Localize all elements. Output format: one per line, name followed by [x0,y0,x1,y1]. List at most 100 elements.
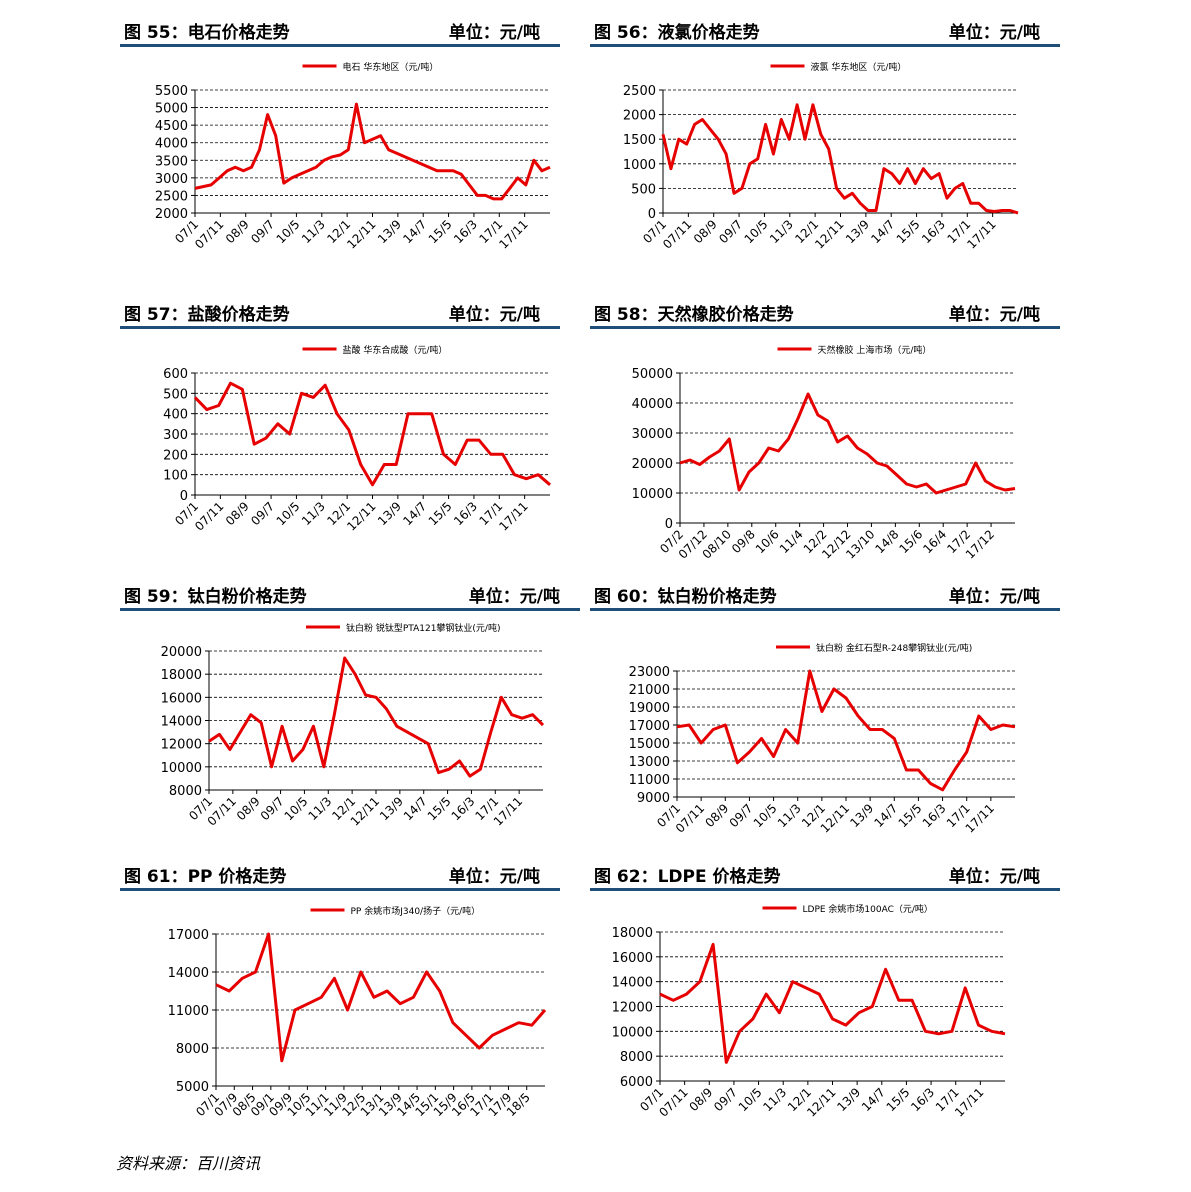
y-tick-label: 11000 [168,1004,209,1019]
chart-panel-ldpe: 图 62：LDPE 价格走势 单位：元/吨 LDPE 余姚市场100AC（元/吨… [590,852,1191,1142]
x-tick-label: 10/5 [274,499,303,528]
y-tick-label: 4000 [155,137,188,152]
series-line [679,392,1016,495]
x-tick-label: 16/3 [451,499,480,528]
x-tick-label: 11/3 [760,1085,789,1114]
x-tick-label: 13/9 [834,1085,863,1114]
figure-header: 图 56：液氯价格走势 单位：元/吨 [590,14,1060,47]
x-tick-label: 13/9 [847,801,876,830]
figure-title: 图 56：液氯价格走势 [594,23,760,43]
y-tick-label: 5000 [176,1080,209,1095]
x-tick-label: 15/5 [884,1085,913,1114]
y-tick-label: 100 [163,469,188,484]
line-chart: 钛白粉 锐钛型PTA121攀钢钛业(元/吨) 8000 10000 12000 1400… [161,622,545,829]
x-tick-label: 16/3 [908,1085,937,1114]
x-tick-label: 07/11 [192,499,226,533]
x-tick-label: 09/7 [727,801,756,830]
x-tick-label: 08/9 [234,794,263,823]
x-tick-label: 13/9 [377,794,406,823]
x-tick-label: 14/7 [859,1085,888,1114]
x-tick-label: 16/4 [920,527,949,556]
y-tick-label: 20000 [161,645,202,660]
x-tick-label: 16/3 [451,217,480,246]
y-tick-label: 4500 [155,119,188,134]
y-tick-label: 0 [665,517,673,532]
y-tick-label: 30000 [632,427,673,442]
y-tick-label: 11000 [629,773,670,788]
y-tick-label: 1000 [623,158,656,173]
y-tick-label: 1500 [623,133,656,148]
legend-label: 盐酸 华东合成酸（元/吨） [343,344,448,356]
y-tick-label: 21000 [629,683,670,698]
y-tick-label: 0 [648,207,656,222]
y-tick-label: 600 [163,367,188,382]
legend-label: 钛白粉 锐钛型PTA121攀钢钛业(元/吨) [346,622,500,634]
chart-panel-liquid-chlorine: 图 56：液氯价格走势 单位：元/吨 液氯 华东地区（元/吨） 0 500 1000 1… [590,0,1191,290]
y-tick-label: 17000 [629,719,670,734]
y-tick-label: 5500 [155,84,188,99]
y-tick-label: 400 [163,408,188,423]
figure-title: 图 57：盐酸价格走势 [124,305,290,325]
line-chart: 液氯 华东地区（元/吨）0500100015002000250007/107/1… [623,61,1019,252]
figure-title: 图 61：PP 价格走势 [124,867,287,887]
series-line [208,656,545,778]
x-tick-label: 14/8 [873,527,902,556]
y-tick-label: 18000 [612,926,653,941]
unit-label: 单位：元/吨 [948,587,1040,607]
chart-panel-natural-rubber: 图 58：天然橡胶价格走势 单位：元/吨 天然橡胶 上海市场（元/吨） 0 1000… [590,290,1191,580]
y-tick-label: 17000 [168,928,209,943]
figure-header: 图 58：天然橡胶价格走势 单位：元/吨 [590,296,1060,329]
unit-label: 单位：元/吨 [468,587,560,607]
series-line [659,942,1006,1064]
x-tick-label: 09/7 [248,217,277,246]
x-tick-label: 09/7 [716,217,745,246]
y-tick-label: 2000 [155,207,188,222]
y-tick-label: 9000 [637,791,670,806]
y-tick-label: 10000 [161,761,202,776]
y-tick-label: 2500 [623,84,656,99]
y-tick-label: 500 [163,387,188,402]
x-tick-label: 15/6 [896,527,925,556]
y-tick-label: 10000 [632,487,673,502]
legend-label: 电石 华东地区（元/吨） [343,61,439,73]
unit-label: 单位：元/吨 [448,305,540,325]
x-tick-label: 12/11 [804,1085,838,1119]
chart-panel-titanium-dioxide-rutile: 图 60：钛白粉价格走势 单位：元/吨 钛白粉 金红石型R-248攀钢钛业(元/… [590,572,1191,862]
chart-panel-hydrochloric-acid: 图 57：盐酸价格走势 单位：元/吨 盐酸 华东合成酸（元/吨） 0 100 200 3… [0,290,590,580]
y-tick-label: 23000 [629,665,670,680]
legend-label: 天然橡胶 上海市场（元/吨） [818,344,932,356]
x-tick-label: 11/3 [305,794,334,823]
legend-label: 钛白粉 金红石型R-248攀钢钛业(元/吨) [816,642,972,654]
unit-label: 单位：元/吨 [948,867,1040,887]
figure-header: 图 59：钛白粉价格走势 单位：元/吨 [120,578,580,611]
x-tick-label: 07/11 [656,1085,690,1119]
figure-header: 图 57：盐酸价格走势 单位：元/吨 [120,296,560,329]
line-chart: LDPE 余姚市场100AC（元/吨） 6000 8000 10000 12000 140… [612,903,1006,1120]
x-tick-label: 10/5 [736,1085,765,1114]
y-tick-label: 2000 [623,109,656,124]
x-tick-label: 08/9 [223,217,252,246]
x-tick-label: 17/11 [496,499,530,533]
series-line [193,381,551,487]
x-tick-label: 14/7 [400,499,429,528]
x-tick-label: 17/11 [964,217,998,251]
y-tick-label: 16000 [161,691,202,706]
y-tick-label: 6000 [620,1075,653,1090]
y-tick-label: 10000 [612,1025,653,1040]
y-tick-label: 200 [163,448,188,463]
source-note: 资料来源：百川资讯 [116,1154,261,1173]
chart-panel-titanium-dioxide-anatase: 图 59：钛白粉价格走势 单位：元/吨 钛白粉 锐钛型PTA121攀钢钛业(元/… [0,572,590,862]
x-tick-label: 07/11 [192,217,226,251]
x-tick-label: 15/5 [426,499,455,528]
y-tick-label: 18000 [161,668,202,683]
x-tick-label: 14/7 [400,217,429,246]
y-tick-label: 300 [163,428,188,443]
x-tick-label: 12/11 [344,217,378,251]
x-tick-label: 17/11 [496,217,530,251]
x-tick-label: 10/5 [282,794,311,823]
x-tick-label: 10/5 [742,217,771,246]
x-tick-label: 08/9 [691,217,720,246]
y-tick-label: 16000 [612,951,653,966]
figure-header: 图 60：钛白粉价格走势 单位：元/吨 [590,578,1060,611]
y-tick-label: 14000 [161,715,202,730]
